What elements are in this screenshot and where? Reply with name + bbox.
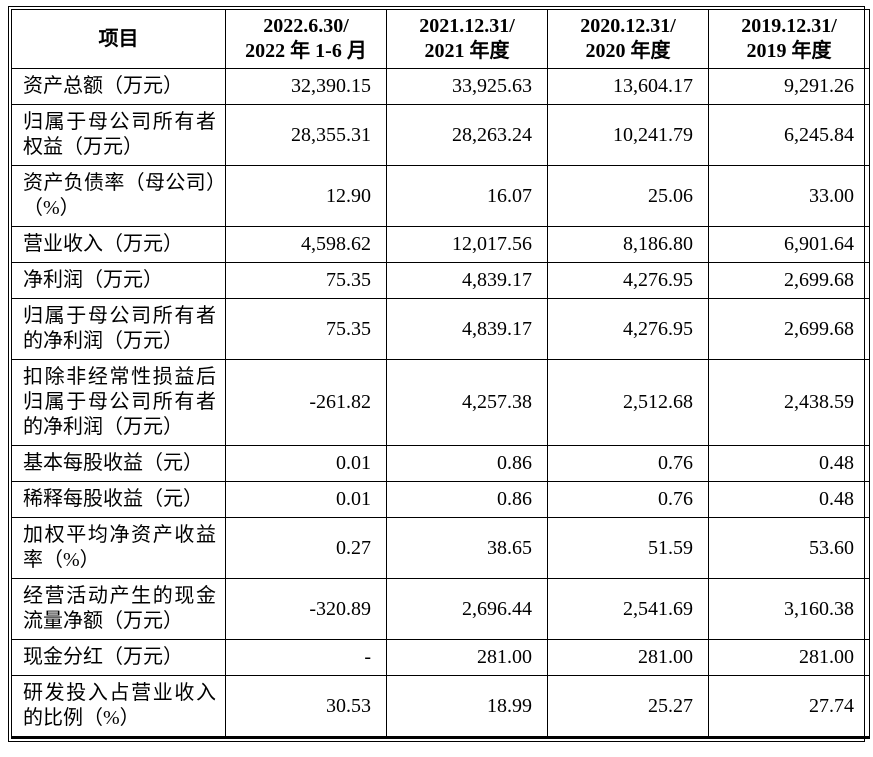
value-cell: 0.48 [708, 481, 870, 518]
period-range-line: 2019 年度 [746, 40, 832, 62]
value-cell: 9,291.26 [708, 68, 870, 105]
period-column-header: 2020.12.31/2020 年度 [547, 9, 709, 69]
table-header: 项目 2022.6.30/2022 年 1-6 月 2021.12.31/2021 … [11, 9, 870, 69]
value-cell: 32,390.15 [225, 68, 387, 105]
value-cell: 33.00 [708, 165, 870, 227]
row-label-cell: 资产负债率（母公司）（%） [11, 165, 226, 227]
row-label-cell: 现金分红（万元） [11, 639, 226, 676]
row-label-cell: 归属于母公司所有者权益（万元） [11, 104, 226, 166]
financial-summary-table-frame: 项目 2022.6.30/2022 年 1-6 月 2021.12.31/2021 … [8, 6, 870, 742]
row-label-cell: 稀释每股收益（元） [11, 481, 226, 518]
value-cell: 38.65 [386, 517, 548, 579]
value-cell: 4,839.17 [386, 298, 548, 360]
financial-summary-table: 项目 2022.6.30/2022 年 1-6 月 2021.12.31/2021 … [11, 9, 870, 739]
value-cell: 75.35 [225, 262, 387, 299]
table-row: 资产负债率（母公司）（%） 12.90 16.07 25.06 33.00 [11, 165, 870, 227]
item-column-header: 项目 [11, 9, 226, 69]
row-label-cell: 营业收入（万元） [11, 226, 226, 263]
table-row: 资产总额（万元） 32,390.15 33,925.63 13,604.17 9,291… [11, 68, 870, 105]
value-cell: - [225, 639, 387, 676]
value-cell: 281.00 [708, 639, 870, 676]
value-cell: 2,512.68 [547, 359, 709, 446]
value-cell: 16.07 [386, 165, 548, 227]
period-date-line: 2020.12.31/ [580, 15, 676, 37]
row-label-cell: 资产总额（万元） [11, 68, 226, 105]
value-cell: 18.99 [386, 675, 548, 738]
period-column-header: 2022.6.30/2022 年 1-6 月 [225, 9, 387, 69]
value-cell: 53.60 [708, 517, 870, 579]
row-label-cell: 研发投入占营业收入的比例（%） [11, 675, 226, 738]
value-cell: 2,696.44 [386, 578, 548, 640]
value-cell: 6,245.84 [708, 104, 870, 166]
value-cell: 281.00 [547, 639, 709, 676]
table-body: 资产总额（万元） 32,390.15 33,925.63 13,604.17 9,291… [11, 68, 870, 738]
value-cell: 2,699.68 [708, 262, 870, 299]
value-cell: 13,604.17 [547, 68, 709, 105]
period-column-header: 2019.12.31/2019 年度 [708, 9, 870, 69]
period-column-header: 2021.12.31/2021 年度 [386, 9, 548, 69]
value-cell: 4,839.17 [386, 262, 548, 299]
value-cell: 0.86 [386, 481, 548, 518]
value-cell: 51.59 [547, 517, 709, 579]
value-cell: 27.74 [708, 675, 870, 738]
table-row: 稀释每股收益（元） 0.01 0.86 0.76 0.48 [11, 481, 870, 518]
table-row: 扣除非经常性损益后归属于母公司所有者的净利润（万元） -261.82 4,257.3… [11, 359, 870, 446]
table-row: 现金分红（万元） -281.00 281.00 281.00 [11, 639, 870, 676]
period-date-line: 2022.6.30/ [263, 15, 349, 37]
value-cell: 10,241.79 [547, 104, 709, 166]
value-cell: 6,901.64 [708, 226, 870, 263]
value-cell: 25.06 [547, 165, 709, 227]
value-cell: 2,699.68 [708, 298, 870, 360]
table-row: 归属于母公司所有者权益（万元） 28,355.31 28,263.24 10,241.… [11, 104, 870, 166]
table-row: 研发投入占营业收入的比例（%） 30.53 18.99 25.27 27.74 [11, 675, 870, 738]
row-label-cell: 扣除非经常性损益后归属于母公司所有者的净利润（万元） [11, 359, 226, 446]
value-cell: 33,925.63 [386, 68, 548, 105]
table-row: 归属于母公司所有者的净利润（万元） 75.35 4,839.17 4,276.95 2,… [11, 298, 870, 360]
value-cell: 0.01 [225, 481, 387, 518]
row-label-cell: 加权平均净资产收益率（%） [11, 517, 226, 579]
row-label-cell: 归属于母公司所有者的净利润（万元） [11, 298, 226, 360]
row-label-cell: 净利润（万元） [11, 262, 226, 299]
table-row: 基本每股收益（元） 0.01 0.86 0.76 0.48 [11, 445, 870, 482]
table-row: 净利润（万元） 75.35 4,839.17 4,276.95 2,699.68 [11, 262, 870, 299]
value-cell: 3,160.38 [708, 578, 870, 640]
value-cell: 28,355.31 [225, 104, 387, 166]
value-cell: 12.90 [225, 165, 387, 227]
value-cell: 25.27 [547, 675, 709, 738]
value-cell: -261.82 [225, 359, 387, 446]
value-cell: 28,263.24 [386, 104, 548, 166]
value-cell: 4,598.62 [225, 226, 387, 263]
header-row: 项目 2022.6.30/2022 年 1-6 月 2021.12.31/2021 … [11, 9, 870, 69]
value-cell: 0.27 [225, 517, 387, 579]
value-cell: 0.01 [225, 445, 387, 482]
value-cell: 0.76 [547, 445, 709, 482]
period-date-line: 2019.12.31/ [741, 15, 837, 37]
period-range-line: 2022 年 1-6 月 [245, 40, 367, 62]
value-cell: 2,541.69 [547, 578, 709, 640]
value-cell: 281.00 [386, 639, 548, 676]
row-label-cell: 基本每股收益（元） [11, 445, 226, 482]
row-label-cell: 经营活动产生的现金流量净额（万元） [11, 578, 226, 640]
table-row: 经营活动产生的现金流量净额（万元） -320.89 2,696.44 2,541.69… [11, 578, 870, 640]
period-range-line: 2021 年度 [424, 40, 510, 62]
value-cell: 4,257.38 [386, 359, 548, 446]
value-cell: 8,186.80 [547, 226, 709, 263]
period-range-line: 2020 年度 [585, 40, 671, 62]
value-cell: 30.53 [225, 675, 387, 738]
value-cell: 4,276.95 [547, 298, 709, 360]
table-row: 营业收入（万元） 4,598.62 12,017.56 8,186.80 6,901.6… [11, 226, 870, 263]
value-cell: 2,438.59 [708, 359, 870, 446]
value-cell: -320.89 [225, 578, 387, 640]
value-cell: 12,017.56 [386, 226, 548, 263]
period-date-line: 2021.12.31/ [419, 15, 515, 37]
value-cell: 4,276.95 [547, 262, 709, 299]
table-row: 加权平均净资产收益率（%） 0.27 38.65 51.59 53.60 [11, 517, 870, 579]
value-cell: 0.48 [708, 445, 870, 482]
value-cell: 0.86 [386, 445, 548, 482]
value-cell: 75.35 [225, 298, 387, 360]
value-cell: 0.76 [547, 481, 709, 518]
